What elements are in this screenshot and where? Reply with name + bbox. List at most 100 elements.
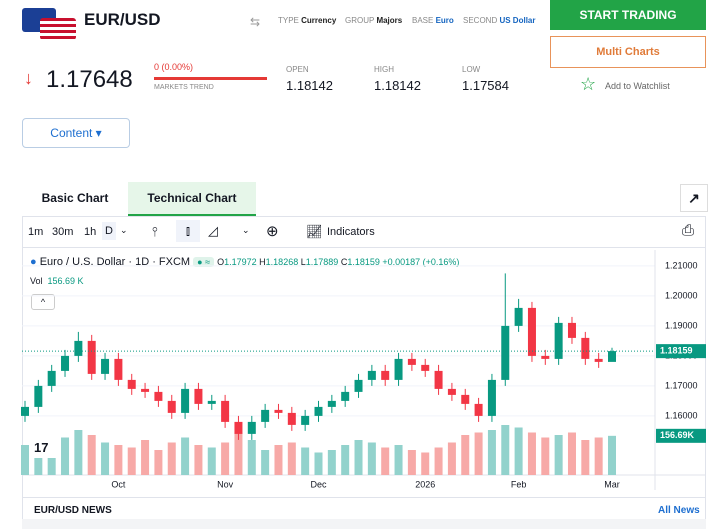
volume-bar xyxy=(581,440,590,475)
second: SECOND US Dollar xyxy=(463,16,536,25)
candle-body xyxy=(447,388,456,395)
candle-body xyxy=(407,358,416,365)
volume-bar xyxy=(234,432,243,475)
volume-bar xyxy=(261,450,270,475)
candle-body xyxy=(394,358,403,380)
candle-body xyxy=(354,379,363,392)
volume-bar xyxy=(367,442,376,475)
interval[interactable]: D xyxy=(102,222,116,240)
high-label: HIGH xyxy=(374,65,394,74)
last-volume-box xyxy=(656,428,706,443)
candle-body xyxy=(194,388,203,404)
change: 0 (0.00%) xyxy=(154,62,194,72)
candle-body xyxy=(34,385,43,407)
candle-body xyxy=(74,340,83,356)
volume-bar xyxy=(114,445,123,475)
candle-body xyxy=(247,421,256,434)
low-label: LOW xyxy=(462,65,481,74)
candle-body xyxy=(141,388,150,392)
caret[interactable]: ⌄ xyxy=(120,225,128,235)
news-title: EUR/USD NEWS xyxy=(34,505,112,516)
candle-body xyxy=(47,370,56,386)
compare-icon[interactable]: ⫯ xyxy=(152,224,158,239)
volume-bar xyxy=(127,447,136,475)
volume-bar xyxy=(501,425,510,475)
candle-body xyxy=(61,355,70,371)
volume-bar xyxy=(354,440,363,475)
collapse[interactable]: ^ xyxy=(31,294,55,310)
volume-bar xyxy=(447,442,456,475)
volume-bar xyxy=(327,450,336,475)
candle-body xyxy=(487,379,496,416)
candle-body xyxy=(381,370,390,380)
volume-bar xyxy=(181,437,190,475)
volume-bar xyxy=(101,442,110,475)
all-news[interactable]: All News xyxy=(658,505,700,516)
swap-icon: ⇆ xyxy=(250,15,261,29)
indicators[interactable]: Indicators xyxy=(327,226,375,238)
y-tick-label: 1.20000 xyxy=(665,290,698,300)
volume-bar xyxy=(221,442,230,475)
volume-bar xyxy=(567,432,576,475)
pair: EUR/USD xyxy=(84,10,161,29)
caret[interactable]: ⌄ xyxy=(242,225,250,235)
candle-body xyxy=(541,355,550,359)
ohlc: O1.17972 H1.18268 L1.17889 C1.18159 +0.0… xyxy=(217,257,460,267)
tab[interactable]: Basic Chart xyxy=(41,191,109,205)
watchlist[interactable]: Add to Watchlist xyxy=(605,81,670,91)
volume-bar xyxy=(21,445,29,475)
camera-icon[interactable]: ⎙ xyxy=(682,222,695,239)
last-volume-label: 156.69K xyxy=(660,430,695,440)
candle-body xyxy=(154,391,163,401)
type: TYPE Currency xyxy=(278,16,337,25)
x-tick-label: 2026 xyxy=(415,479,435,489)
volume-bar xyxy=(474,432,483,475)
candle-body xyxy=(261,409,270,422)
candle-body xyxy=(101,358,110,374)
symbol-icon: ● xyxy=(30,256,37,268)
candle-body xyxy=(207,400,216,404)
volume-bar xyxy=(87,435,96,475)
volume-bar xyxy=(154,450,163,475)
tab-active[interactable]: Technical Chart xyxy=(128,182,256,216)
volume-bar xyxy=(381,447,390,475)
candle-body xyxy=(127,379,136,389)
base: BASE Euro xyxy=(412,16,454,25)
volume-bar xyxy=(141,440,150,475)
interval[interactable]: 1m xyxy=(28,226,44,238)
candle-body xyxy=(367,370,376,380)
candle-body xyxy=(181,388,190,413)
volume-bar xyxy=(247,440,256,475)
area-icon[interactable]: ◿ xyxy=(208,223,218,238)
volume-bar xyxy=(274,445,283,475)
start-trading[interactable]: START TRADING xyxy=(550,0,706,30)
add-icon[interactable]: ⊕ xyxy=(266,223,279,240)
candle-icon[interactable]: ⫾ xyxy=(176,220,200,242)
indicators-icon[interactable]: 📈︎ xyxy=(306,224,323,239)
open-label: OPEN xyxy=(286,65,309,74)
popout[interactable]: ↗ xyxy=(680,184,708,212)
x-tick-label: Nov xyxy=(217,479,234,489)
volume-bar xyxy=(47,447,56,475)
content-dropdown[interactable]: Content ▾ xyxy=(22,118,130,148)
candle-body xyxy=(341,391,350,401)
x-tick-label: Dec xyxy=(310,479,327,489)
candle-body xyxy=(474,403,483,416)
candle-body xyxy=(274,409,283,413)
volume-bar xyxy=(487,430,496,475)
y-tick-label: 1.16000 xyxy=(665,410,698,420)
interval[interactable]: 30m xyxy=(52,226,74,238)
volume-legend: Vol 156.69 K xyxy=(30,276,84,286)
volume-bar xyxy=(594,437,603,475)
volume-bar xyxy=(314,452,323,475)
y-tick-label: 1.21000 xyxy=(665,260,698,270)
candle-body xyxy=(114,358,123,380)
interval[interactable]: 1h xyxy=(84,226,97,238)
flags xyxy=(22,8,76,40)
group: GROUP Majors xyxy=(345,16,403,25)
toolbar: 1m 30m 1h D ⌄ ⫯ ⫾ ◿ ⌄ ⊕ 📈︎ Indicators ⎙ xyxy=(22,216,706,248)
star-icon[interactable]: ☆ xyxy=(580,74,597,94)
multi-charts[interactable]: Multi Charts xyxy=(550,36,706,68)
volume-bar xyxy=(434,447,443,475)
trend: MARKETS TREND xyxy=(154,84,214,91)
